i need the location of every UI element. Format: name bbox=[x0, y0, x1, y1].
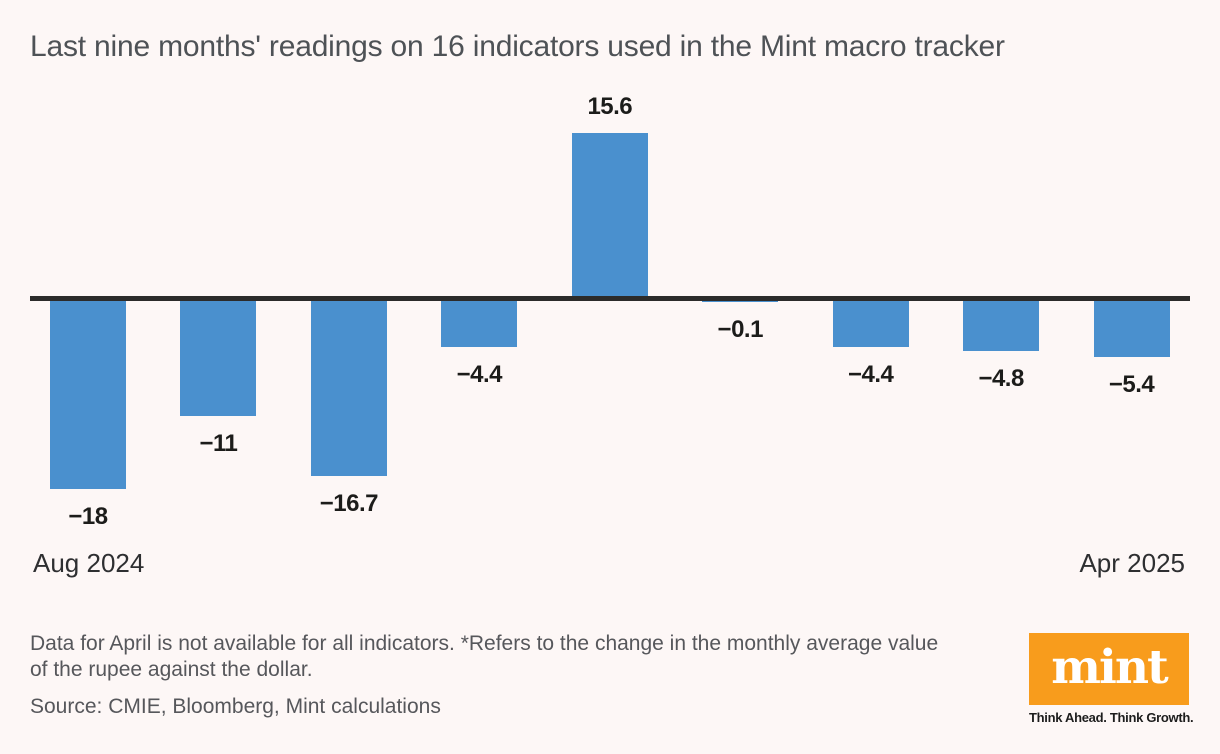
chart-bar bbox=[963, 301, 1040, 351]
bar-value-label: −5.4 bbox=[1108, 371, 1155, 398]
x-axis-end-label: Apr 2025 bbox=[1079, 548, 1185, 578]
bar-value-label: −4.8 bbox=[978, 365, 1024, 392]
chart-bar bbox=[1093, 301, 1170, 357]
mint-logo-wordmark: mint bbox=[1051, 639, 1168, 695]
chart-bar bbox=[832, 301, 909, 347]
bar-value-label: −0.1 bbox=[717, 316, 764, 343]
bar-value-label: 15.6 bbox=[587, 93, 633, 120]
mint-logo: mint bbox=[1029, 633, 1189, 705]
chart-bar bbox=[441, 301, 518, 347]
zero-axis-line bbox=[30, 296, 1190, 301]
bar-value-label: −18 bbox=[68, 503, 108, 530]
source-credit: Source: CMIE, Bloomberg, Mint calculatio… bbox=[30, 695, 441, 718]
chart-title: Last nine months' readings on 16 indicat… bbox=[30, 30, 1005, 63]
chart-bar bbox=[702, 301, 779, 302]
mint-logo-tagline: Think Ahead. Think Growth. bbox=[1029, 710, 1194, 725]
bar-value-label: −16.7 bbox=[319, 490, 379, 517]
footnote-line-1: Data for April is not available for all … bbox=[30, 632, 939, 655]
chart-bar bbox=[310, 301, 387, 476]
chart-bar bbox=[50, 301, 126, 489]
x-axis-start-label: Aug 2024 bbox=[33, 548, 145, 578]
chart-bar bbox=[571, 133, 648, 296]
bar-value-label: −4.4 bbox=[456, 361, 503, 388]
footnote: Data for April is not available for all … bbox=[30, 631, 1030, 683]
chart-bar bbox=[180, 301, 257, 416]
bar-value-label: −11 bbox=[199, 430, 238, 457]
footnote-line-2: of the rupee against the dollar. bbox=[30, 658, 313, 681]
bar-value-label: −4.4 bbox=[847, 361, 894, 388]
